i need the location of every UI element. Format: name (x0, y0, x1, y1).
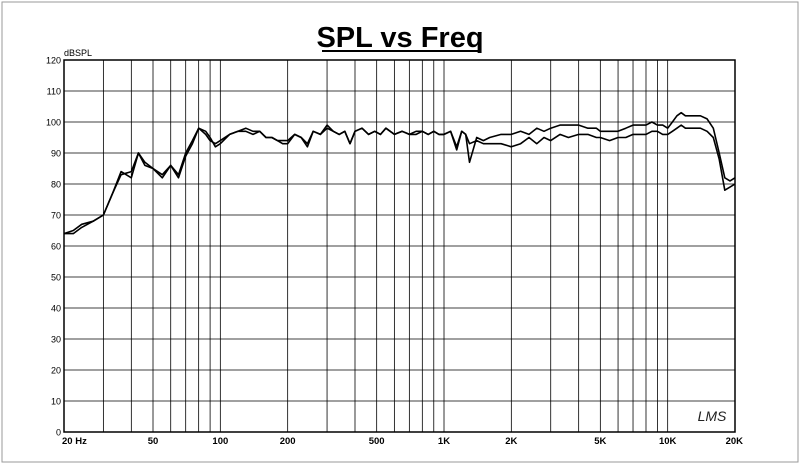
x-tick-labels: 20 Hz 50 100 200 500 1K 2K 5K 10K 20K (62, 436, 743, 447)
y-tick-label: 80 (51, 180, 61, 190)
x-tick-label: 200 (280, 436, 296, 447)
y-tick-label: 70 (51, 211, 61, 221)
x-tick-label: 2K (505, 436, 517, 447)
x-tick-label: 20K (726, 436, 744, 447)
y-tick-labels: 0 10 20 30 40 50 60 70 80 90 100 110 120 (46, 56, 61, 438)
x-tick-label: 50 (148, 436, 159, 447)
series-group (63, 111, 736, 235)
x-tick-label: 1K (438, 436, 450, 447)
x-tick-label: 10K (659, 436, 677, 447)
plot-border (63, 59, 736, 433)
x-tick-label: 20 Hz (62, 436, 87, 447)
y-tick-label: 20 (51, 366, 61, 376)
y-tick-label: 0 (56, 428, 61, 438)
series-line-2 (64, 111, 736, 235)
title-underline (322, 50, 478, 52)
y-tick-label: 40 (51, 304, 61, 314)
x-tick-label: 5K (594, 436, 606, 447)
y-tick-label: 100 (46, 118, 61, 128)
y-axis-unit-label: dBSPL (64, 48, 92, 58)
y-tick-label: 50 (51, 273, 61, 283)
y-tick-label: 90 (51, 149, 61, 159)
chart-title: SPL vs Freq (316, 22, 483, 54)
y-tick-label: 110 (47, 87, 61, 97)
y-tick-label: 120 (46, 56, 61, 66)
y-tick-label: 30 (51, 335, 61, 345)
y-tick-label: 60 (51, 242, 61, 252)
y-tick-label: 10 (51, 397, 61, 407)
x-tick-label: 500 (369, 436, 385, 447)
lms-logo-watermark: LMS (698, 408, 727, 424)
x-tick-label: 100 (212, 436, 228, 447)
